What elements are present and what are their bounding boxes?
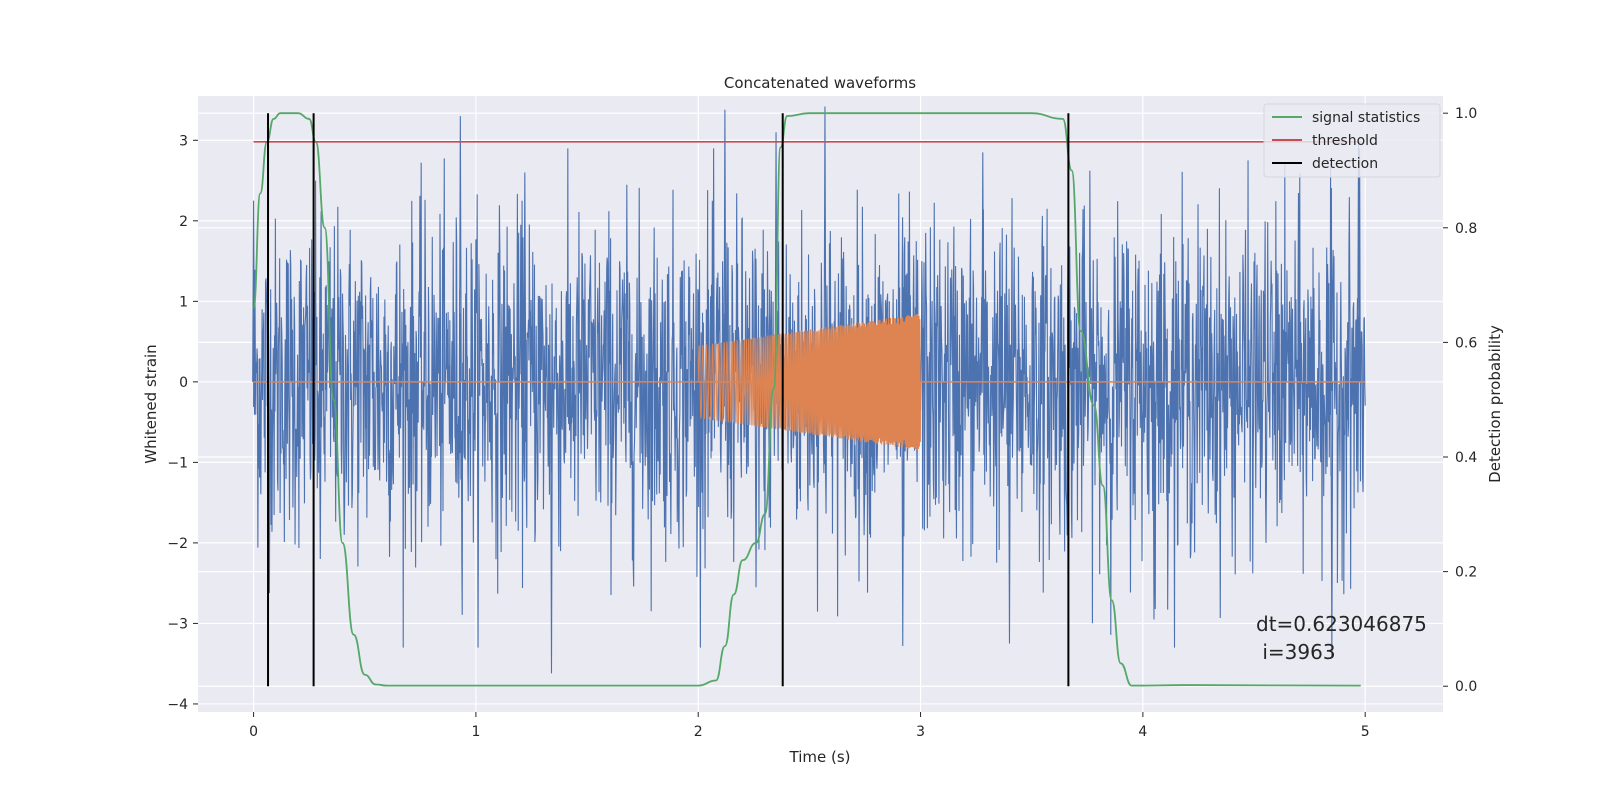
y-right-tick-label-0.2: 0.2	[1455, 565, 1477, 581]
x-tick-label-0: 0	[249, 724, 258, 740]
y-right-tick-label-1: 1.0	[1455, 106, 1477, 122]
y-axis-title-right: Detection probability	[1486, 325, 1504, 483]
waveform-series	[253, 313, 1366, 450]
y-axis-title-left: Whitened strain	[142, 344, 160, 463]
x-tick-label-5: 5	[1361, 724, 1370, 740]
y-left-tick-label-2: 2	[179, 214, 188, 230]
y-right-tick-label-0: 0.0	[1455, 679, 1477, 695]
legend: signal statistics threshold detection	[1263, 103, 1441, 178]
x-tick-label-1: 1	[471, 724, 480, 740]
x-tick-label-2: 2	[694, 724, 703, 740]
y-left-tick-label--2: −2	[167, 536, 188, 552]
y-left-tick-label--4: −4	[167, 697, 188, 713]
axes: 0 1 2 3 4 5 −4 −3 −2 −1 0 1 2 3 0.0 0.2 0.4 0.6 0.8 1.0	[167, 106, 1477, 740]
y-left-tick-label--1: −1	[167, 455, 188, 471]
y-left-tick-label-0: 0	[179, 375, 188, 391]
y-right-tick-label-0.8: 0.8	[1455, 221, 1477, 237]
y-right-tick-label-0.6: 0.6	[1455, 335, 1477, 351]
chart-title: Concatenated waveforms	[724, 74, 916, 92]
probability-series	[252, 112, 1361, 687]
y-left-tick-label--3: −3	[167, 616, 188, 632]
annotation-i: i=3963	[1256, 640, 1336, 664]
legend-label-detection: detection	[1312, 156, 1378, 172]
x-tick-label-3: 3	[916, 724, 925, 740]
x-axis-title: Time (s)	[789, 748, 851, 766]
legend-label-threshold: threshold	[1312, 133, 1378, 149]
y-left-tick-label-3: 3	[179, 133, 188, 149]
x-tick-label-4: 4	[1138, 724, 1147, 740]
annotation-dt: dt=0.623046875	[1256, 612, 1427, 636]
y-right-tick-label-0.4: 0.4	[1455, 450, 1477, 466]
y-left-tick-label-1: 1	[179, 294, 188, 310]
legend-box	[1263, 103, 1441, 178]
waveform-line	[697, 313, 922, 450]
legend-label-signal-statistics: signal statistics	[1312, 110, 1420, 126]
